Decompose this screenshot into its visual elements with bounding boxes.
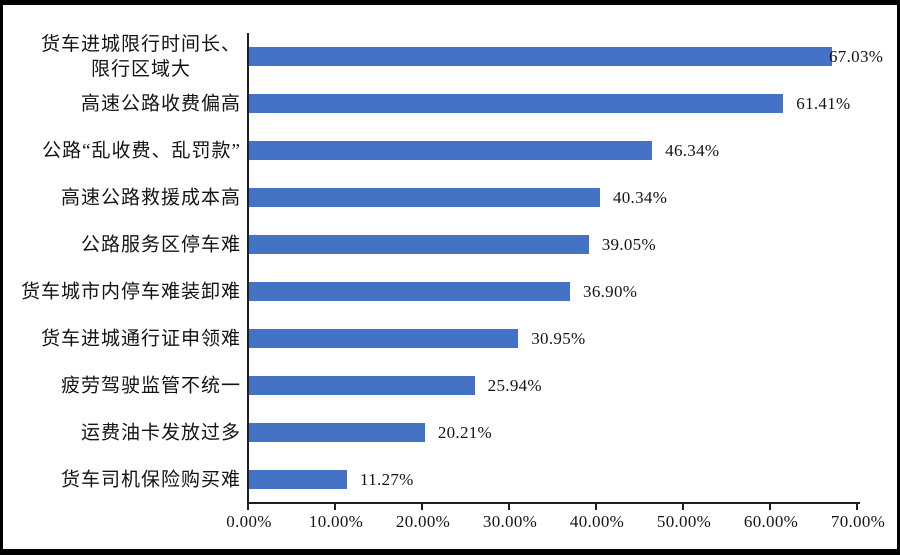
category-label-text: 货车进城限行时间长、 限行区域大 [40, 33, 241, 80]
category-label-text: 疲劳驾驶监管不统一 [60, 375, 241, 396]
bar [249, 423, 425, 442]
x-axis-tick [595, 504, 597, 510]
x-axis-tick-label: 40.00% [569, 512, 625, 531]
x-axis-tick [769, 504, 771, 510]
bar [249, 470, 348, 489]
x-axis-tick-label: 20.00% [395, 512, 451, 531]
bar-chart-plot-area: 67.03% 61.41% 46.34% 40.34% 39.05% 36.90% 30.9… [3, 5, 897, 549]
category-label-text: 货车进城通行证申领难 [40, 328, 241, 349]
category-label-text: 高速公路救援成本高 [60, 187, 241, 208]
category-label: 高速公路收费偏高 [9, 91, 241, 116]
category-label: 货车城市内停车难装卸难 [9, 279, 241, 304]
x-axis-tick-label: 50.00% [656, 512, 712, 531]
bar-value-label: 30.95% [531, 328, 586, 348]
bar [249, 141, 653, 160]
x-axis-tick-label: 60.00% [743, 512, 799, 531]
bar [249, 329, 519, 348]
x-axis-tick-label: 0.00% [226, 512, 272, 531]
y-axis-line [247, 33, 249, 504]
bar [249, 47, 833, 66]
category-label: 货车进城通行证申领难 [9, 326, 241, 351]
x-axis-tick-label: 10.00% [308, 512, 364, 531]
x-axis-tick-label: 70.00% [830, 512, 886, 531]
x-axis-tick [856, 504, 858, 510]
category-label-text: 货车司机保险购买难 [60, 469, 241, 490]
bar-value-label: 11.27% [360, 469, 414, 489]
x-axis-line [247, 502, 860, 504]
bar [249, 94, 784, 113]
bar-value-label: 39.05% [601, 234, 656, 254]
bar-value-label: 46.34% [665, 140, 720, 160]
bar-value-label: 67.03% [829, 46, 884, 66]
bar [249, 376, 475, 395]
category-label-text: 运费油卡发放过多 [80, 422, 241, 443]
x-axis-tick [508, 504, 510, 510]
category-label-text: 货车城市内停车难装卸难 [20, 281, 241, 302]
bar [249, 188, 600, 207]
category-label: 高速公路救援成本高 [9, 185, 241, 210]
category-label-text: 公路服务区停车难 [80, 234, 241, 255]
category-label: 疲劳驾驶监管不统一 [9, 373, 241, 398]
category-label: 公路“乱收费、乱罚款” [9, 138, 241, 163]
bar [249, 235, 589, 254]
x-axis-tick [421, 504, 423, 510]
bar-value-label: 36.90% [583, 281, 638, 301]
x-axis-tick-label: 30.00% [482, 512, 538, 531]
bar-value-label: 25.94% [487, 375, 542, 395]
category-label-text: 高速公路收费偏高 [80, 93, 241, 114]
x-axis-tick [247, 504, 249, 510]
category-label: 运费油卡发放过多 [9, 420, 241, 445]
category-label: 公路服务区停车难 [9, 232, 241, 257]
bar-value-label: 61.41% [796, 93, 851, 113]
x-axis-tick [682, 504, 684, 510]
bar-value-label: 40.34% [612, 187, 668, 207]
bar-value-label: 20.21% [437, 422, 493, 442]
category-label-text: 公路“乱收费、乱罚款” [42, 140, 241, 161]
category-label: 货车司机保险购买难 [9, 467, 241, 492]
bar [249, 282, 571, 301]
category-label: 货车进城限行时间长、 限行区域大 [9, 32, 241, 82]
x-axis-tick [334, 504, 336, 510]
